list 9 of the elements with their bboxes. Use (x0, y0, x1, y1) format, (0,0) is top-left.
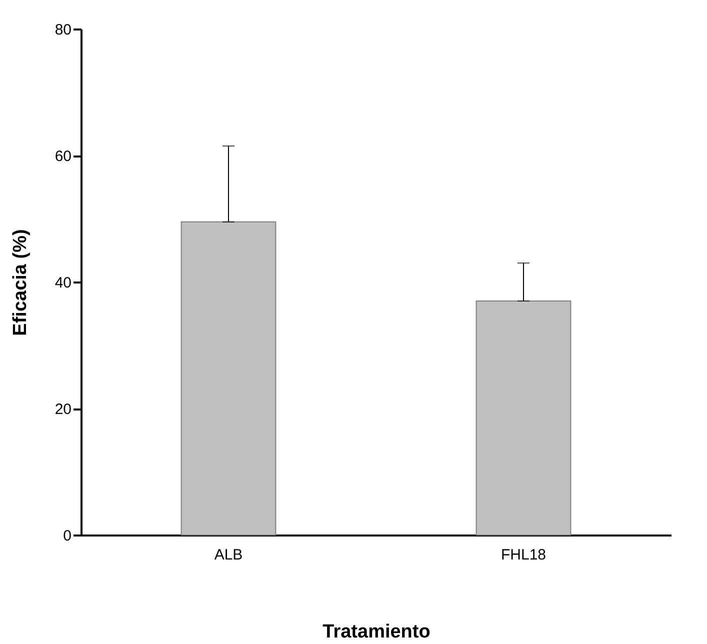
y-tick-label: 0 (63, 528, 72, 544)
x-tick-label: ALB (214, 546, 243, 564)
y-tick-label: 40 (54, 274, 72, 292)
y-tick-label: 60 (54, 148, 72, 165)
y-axis-title: Eficacia (%) (10, 229, 31, 336)
x-tick-label: FHL18 (500, 546, 546, 564)
y-tick-label: 80 (54, 22, 72, 38)
y-tick-label: 20 (54, 401, 72, 418)
x-axis-title: Tratamiento (322, 622, 430, 642)
